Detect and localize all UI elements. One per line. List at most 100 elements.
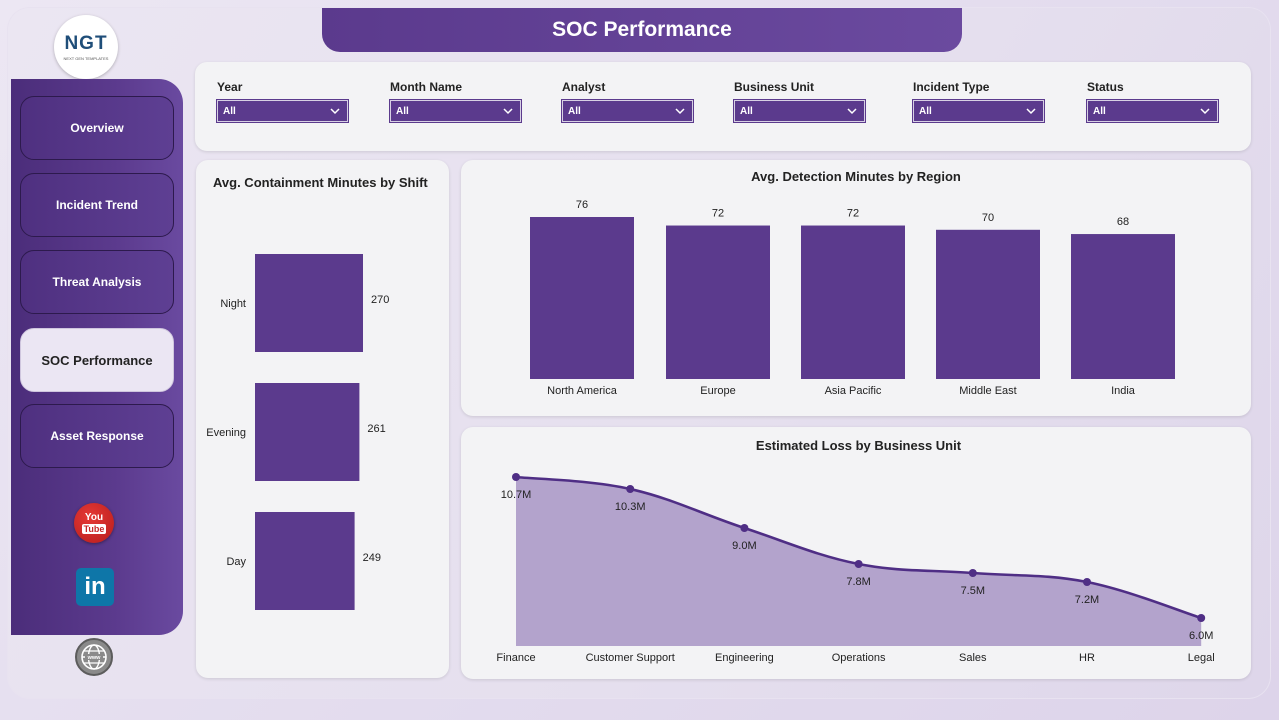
logo-subtext: NEXT GEN TEMPLATES (63, 56, 109, 61)
loss-point-finance (512, 473, 520, 481)
region-category-label-india: India (1111, 385, 1136, 397)
nav-overview-button[interactable]: Overview (20, 96, 174, 160)
detection-chart: 76 North America 72 Europe 72 Asia Pacific 70 M… (530, 199, 1175, 397)
filter-year-value: All (223, 105, 236, 117)
region-category-label-europe: Europe (700, 385, 735, 397)
linkedin-icon-text: in (84, 573, 106, 600)
loss-area-fill (516, 477, 1202, 646)
region-bar-india (1071, 234, 1175, 379)
loss-value-label-engineering: 9.0M (732, 540, 756, 552)
loss-category-label-legal: Legal (1188, 652, 1215, 664)
region-category-label-north-america: North America (547, 385, 618, 397)
containment-chart: Night 270 Evening 261 Day 249 (206, 254, 389, 610)
shift-bar-evening (255, 383, 360, 481)
chevron-down-icon (847, 108, 857, 115)
chevron-down-icon (1026, 108, 1036, 115)
loss-point-customer-support (626, 485, 635, 493)
loss-point-legal (1197, 614, 1206, 622)
chevron-down-icon (503, 108, 513, 115)
svg-text:www: www (87, 655, 102, 661)
filter-incident-type: Incident Type All (912, 80, 1045, 123)
loss-category-label-sales: Sales (959, 652, 987, 664)
nav-threat-analysis-button[interactable]: Threat Analysis (20, 250, 174, 314)
shift-value-label-day: 249 (363, 552, 381, 564)
filter-business-unit: Business Unit All (733, 80, 866, 123)
chevron-down-icon (1200, 108, 1210, 115)
loss-point-sales (968, 569, 977, 577)
filter-year: Year All (216, 80, 349, 123)
youtube-icon[interactable]: You Tube (74, 503, 114, 543)
filter-year-select[interactable]: All (216, 99, 349, 123)
shift-category-label-evening: Evening (206, 427, 246, 439)
filter-month-name: Month Name All (389, 80, 522, 123)
loss-category-label-operations: Operations (832, 652, 886, 664)
loss-point-operations (854, 560, 863, 568)
ngt-logo: NGT NEXT GEN TEMPLATES (54, 15, 118, 79)
filter-analyst-select[interactable]: All (561, 99, 694, 123)
chevron-down-icon (675, 108, 685, 115)
filter-analyst-label: Analyst (562, 80, 606, 94)
filter-year-label: Year (217, 80, 243, 94)
filters-panel (195, 62, 1251, 151)
filter-analyst-value: All (568, 105, 581, 117)
shift-bar-day (255, 512, 355, 610)
region-bar-north-america (530, 217, 634, 379)
loss-value-label-hr: 7.2M (1075, 594, 1099, 606)
shift-bar-night (255, 254, 363, 352)
nav-incident-trend-button[interactable]: Incident Trend (20, 173, 174, 237)
linkedin-icon[interactable]: in (76, 568, 114, 606)
filter-month-name-value: All (396, 105, 409, 117)
globe-icon: www (81, 644, 107, 670)
loss-point-engineering (740, 524, 749, 532)
filter-incident-type-select[interactable]: All (912, 99, 1045, 123)
loss-chart-title: Estimated Loss by Business Unit (755, 438, 962, 453)
loss-category-label-engineering: Engineering (715, 652, 774, 664)
filter-month-name-label: Month Name (390, 80, 462, 94)
shift-category-label-night: Night (220, 298, 246, 310)
nav-soc-performance-button[interactable]: SOC Performance (20, 328, 174, 392)
sidebar: Overview Incident Trend Threat Analysis … (11, 79, 183, 635)
detection-chart-title: Avg. Detection Minutes by Region (751, 169, 961, 184)
chevron-down-icon (330, 108, 340, 115)
filter-incident-type-label: Incident Type (913, 80, 990, 94)
loss-value-label-operations: 7.8M (846, 576, 870, 588)
filter-analyst: Analyst All (561, 80, 694, 123)
filter-status: Status All (1086, 80, 1219, 123)
detection-chart-panel: Avg. Detection Minutes by Region 76 North… (461, 160, 1251, 416)
loss-category-label-finance: Finance (496, 652, 535, 664)
containment-chart-panel: Avg. Containment Minutes by Shift Night 2… (196, 160, 449, 678)
website-globe-icon[interactable]: www (75, 638, 113, 676)
region-value-label-asia-pacific: 72 (847, 208, 859, 220)
shift-value-label-night: 270 (371, 294, 389, 306)
region-bar-europe (666, 225, 770, 379)
loss-category-label-customer-support: Customer Support (586, 652, 675, 664)
filter-incident-type-value: All (919, 105, 932, 117)
filter-status-label: Status (1087, 80, 1124, 94)
page-title: SOC Performance (322, 8, 962, 52)
loss-value-label-legal: 6.0M (1189, 630, 1213, 642)
region-value-label-middle-east: 70 (982, 212, 994, 224)
loss-value-label-customer-support: 10.3M (615, 501, 646, 513)
loss-value-label-sales: 7.5M (961, 585, 985, 597)
region-bar-asia-pacific (801, 225, 905, 379)
region-bar-middle-east (936, 229, 1040, 379)
filter-status-select[interactable]: All (1086, 99, 1219, 123)
region-category-label-asia-pacific: Asia Pacific (825, 385, 882, 397)
region-value-label-india: 68 (1117, 216, 1129, 228)
shift-value-label-evening: 261 (367, 423, 385, 435)
filter-business-unit-select[interactable]: All (733, 99, 866, 123)
nav-asset-response-button[interactable]: Asset Response (20, 404, 174, 468)
region-value-label-europe: 72 (712, 208, 724, 220)
loss-point-hr (1083, 578, 1091, 586)
loss-category-label-hr: HR (1079, 652, 1095, 664)
containment-chart-title: Avg. Containment Minutes by Shift (213, 175, 428, 190)
logo-text: NGT (64, 33, 108, 54)
loss-chart: 10.7M Finance 10.3M Customer Support 9.0M Eng… (496, 473, 1215, 664)
youtube-icon-text-top: You (84, 511, 104, 523)
loss-chart-panel: Estimated Loss by Business Unit 10.7M Fin… (461, 427, 1251, 679)
filter-business-unit-label: Business Unit (734, 80, 815, 94)
loss-value-label-finance: 10.7M (501, 489, 532, 501)
youtube-icon-text-bottom: Tube (81, 523, 107, 534)
filter-month-name-select[interactable]: All (389, 99, 522, 123)
filter-business-unit-value: All (740, 105, 753, 117)
